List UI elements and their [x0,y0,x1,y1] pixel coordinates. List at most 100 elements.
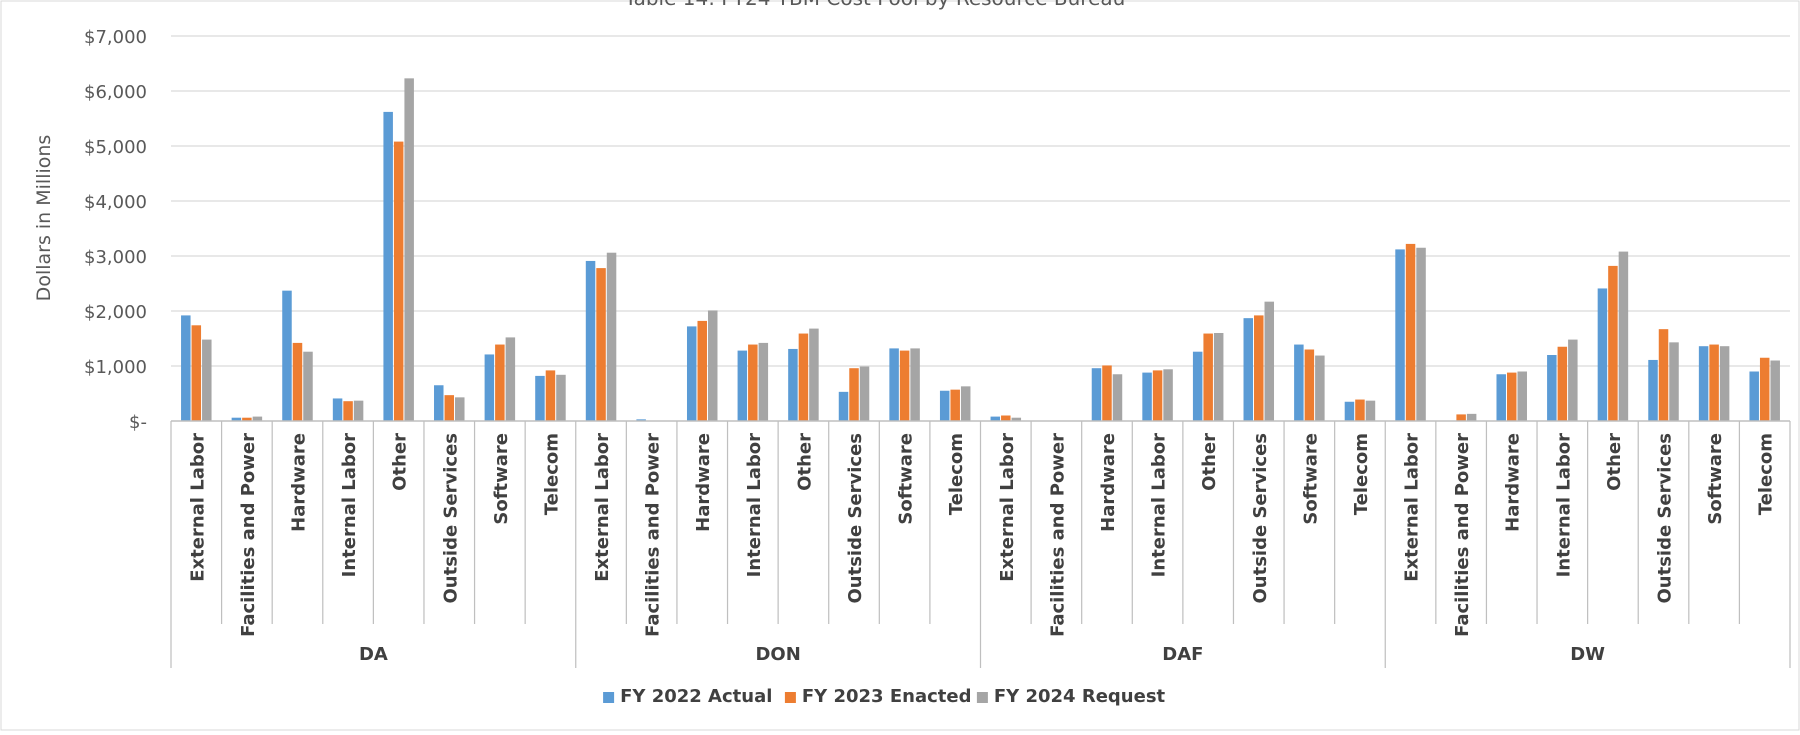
bar [1365,400,1376,421]
bar [1243,318,1254,421]
bar [1597,288,1608,421]
bar [798,333,809,421]
x-tick-label: Internal Labor [1553,433,1574,577]
bar [434,385,444,421]
bar [737,350,748,421]
bar [788,348,798,421]
bar [859,366,870,421]
x-tick-label: External Labor [1402,433,1423,582]
bar [748,344,758,421]
group-label: DA [359,644,388,665]
bar [1304,349,1315,421]
bar [1709,344,1719,421]
bar [1749,371,1759,421]
bar [1294,344,1304,421]
bar [1112,374,1123,421]
bar [1719,346,1730,421]
y-tick-label: $4,000 [84,192,147,213]
bar [910,348,920,421]
x-tick-label: External Labor [997,433,1018,582]
bar [1496,374,1506,421]
bar [1466,413,1477,421]
bar [939,390,950,421]
bar [1557,346,1568,421]
x-tick-label: Internal Labor [1149,433,1170,577]
x-axis [170,420,1791,668]
y-tick-label: $7,000 [84,27,147,48]
x-tick-label: Telecom [1756,433,1777,515]
bar [1618,251,1629,421]
x-tick-label: Telecom [946,433,967,515]
bar [960,386,971,421]
bar [332,398,343,421]
bar [1315,355,1325,421]
bar [1001,415,1011,421]
x-tick-label: Telecom [541,433,562,515]
bar [1192,351,1203,421]
legend-swatch [603,692,615,703]
bar [353,400,364,421]
bar [1264,301,1275,421]
bar [444,395,455,421]
x-tick-label: Facilities and Power [238,433,259,637]
y-tick-label: $5,000 [84,137,147,158]
bar [606,252,617,421]
bar [181,315,191,421]
bar [1142,372,1152,421]
bar [1568,339,1578,421]
bar [191,325,202,421]
bar [292,342,303,421]
bar [849,368,859,421]
y-tick-label: $1,000 [84,357,147,378]
x-tick-label: External Labor [187,433,208,582]
x-tick-label: Internal Labor [744,433,765,577]
bar [1163,369,1173,421]
bar [1517,371,1527,421]
gridlines [171,35,1790,367]
x-tick-label: Other [1604,433,1625,491]
bar [202,339,212,421]
bar [1759,357,1770,421]
bar [383,111,393,422]
group-label: DON [755,644,800,665]
bar [1011,417,1022,421]
legend: FY 2022 Actual FY 2023 Enacted FY 2024 Req… [603,686,1166,707]
legend-entry: FY 2022 Actual [620,686,772,707]
bar [556,374,566,421]
x-tick-label: Other [794,433,815,491]
bar [1669,342,1679,421]
x-tick-label: Facilities and Power [1047,433,1068,637]
x-tick-label: Outside Services [845,433,866,604]
legend-entry: FY 2023 Enacted [802,686,972,707]
bar [231,417,242,421]
bar [1102,365,1112,421]
x-tick-label: Facilities and Power [643,433,664,637]
group-label: DAF [1162,644,1203,665]
bar [585,260,596,421]
bar [1355,399,1365,421]
bar [1213,333,1224,421]
bar [1770,360,1780,421]
x-tick-label: Hardware [288,433,309,532]
x-axis-category-labels: External Labor Facilities and Power Hardwa… [187,433,1776,637]
bar [1547,355,1557,421]
bar [889,348,899,421]
bar [697,320,707,421]
x-tick-label: Telecom [1351,433,1372,515]
legend-swatch [784,692,796,703]
bar [404,78,414,421]
group-label: DW [1570,644,1605,665]
bar [1698,346,1709,421]
bar [899,350,910,421]
x-tick-label: Software [1705,433,1726,525]
x-tick-label: Internal Labor [339,433,360,577]
bar [252,416,263,421]
y-axis-ticks: $- $1,000 $2,000 $3,000 $4,000 $5,000 $6,000 $7… [84,27,147,433]
bar [838,391,849,421]
x-tick-label: Hardware [693,433,714,532]
bar [393,141,404,421]
bar [1405,243,1416,421]
y-tick-label: $- [129,412,147,433]
x-tick-label: Other [1199,433,1220,491]
